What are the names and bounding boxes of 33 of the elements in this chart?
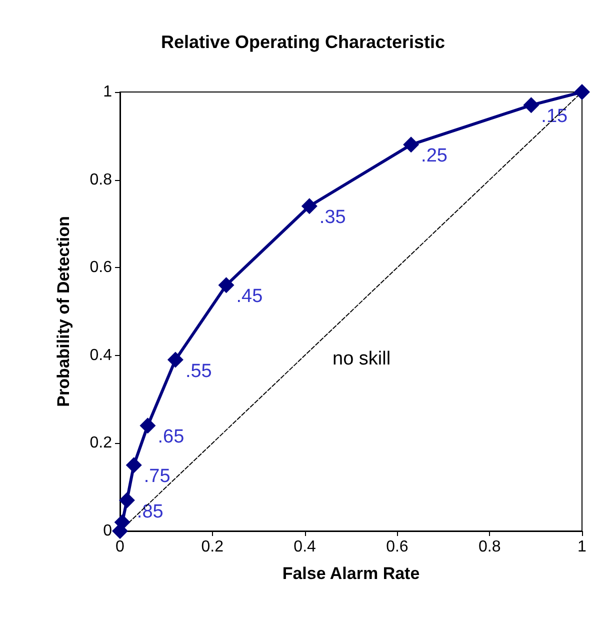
x-tick-label: 0.6 xyxy=(386,538,408,556)
y-tick-label: 0.6 xyxy=(90,259,112,276)
x-tick-label: 0.2 xyxy=(201,538,224,556)
point xyxy=(140,418,156,434)
y-tick-label: 0.8 xyxy=(90,171,112,188)
point xyxy=(574,84,590,100)
point xyxy=(218,277,234,294)
y-tick-label: 0.2 xyxy=(90,434,112,452)
y-tick-label: 1 xyxy=(103,84,112,100)
x-tick-label: 1 xyxy=(578,538,587,556)
y-axis-title: Probability of Detection xyxy=(54,216,73,407)
x-tick-label: 0 xyxy=(116,538,125,556)
y-tick-label: 0 xyxy=(103,522,112,540)
annotation: .25 xyxy=(421,146,448,167)
annotation: .65 xyxy=(158,426,184,448)
annotation: .85 xyxy=(136,501,164,522)
point xyxy=(301,198,318,214)
chart-title: Relative Operating Characteristic xyxy=(160,32,446,52)
point xyxy=(118,492,135,508)
y-tick-label: 0.4 xyxy=(90,346,112,364)
point xyxy=(126,457,142,474)
point xyxy=(167,352,184,368)
annotation: .35 xyxy=(319,207,346,228)
x-tick-label: 0.4 xyxy=(294,538,316,556)
x-tick-label: 0.8 xyxy=(478,538,501,556)
point xyxy=(523,97,540,114)
annotation: .15 xyxy=(541,106,568,128)
annotation: .75 xyxy=(144,466,170,488)
annotation: .45 xyxy=(236,286,263,308)
x-axis-title: False Alarm Rate xyxy=(282,564,420,583)
point xyxy=(403,136,420,153)
annotation: .55 xyxy=(185,360,212,382)
annotation: no skill xyxy=(332,348,391,370)
